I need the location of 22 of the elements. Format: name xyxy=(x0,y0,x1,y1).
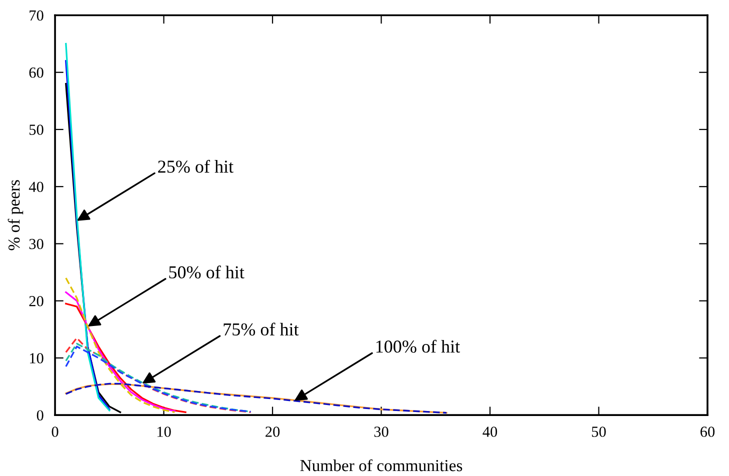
y-tick-label: 40 xyxy=(28,182,44,192)
x-axis-title: Number of communities xyxy=(300,459,462,472)
x-tick-label: 50 xyxy=(592,426,606,437)
annotation: 50% of hit xyxy=(169,266,244,278)
annotation: 100% of hit xyxy=(376,340,460,353)
line-series xyxy=(65,302,186,414)
x-tick-label: 60 xyxy=(700,426,715,437)
y-tick-label: 60 xyxy=(29,67,44,78)
y-tick-label: 70 xyxy=(30,10,44,21)
y-tick-label: 10 xyxy=(30,353,44,364)
annotation: 75% of hit xyxy=(224,322,299,336)
x-tick-label: 10 xyxy=(157,426,171,437)
x-tick-label: 30 xyxy=(374,426,388,437)
annotation: 25% of hit xyxy=(158,160,234,173)
y-tick-label: 30 xyxy=(29,238,44,250)
x-tick-label: 20 xyxy=(266,426,280,437)
y-axis-title: % of peers xyxy=(8,180,24,250)
x-tick-label: 0 xyxy=(52,426,58,437)
y-tick-label: 50 xyxy=(30,124,44,135)
x-tick-label: 40 xyxy=(482,426,498,437)
y-tick-label: 20 xyxy=(29,296,44,306)
y-tick-label: 0 xyxy=(36,410,44,421)
